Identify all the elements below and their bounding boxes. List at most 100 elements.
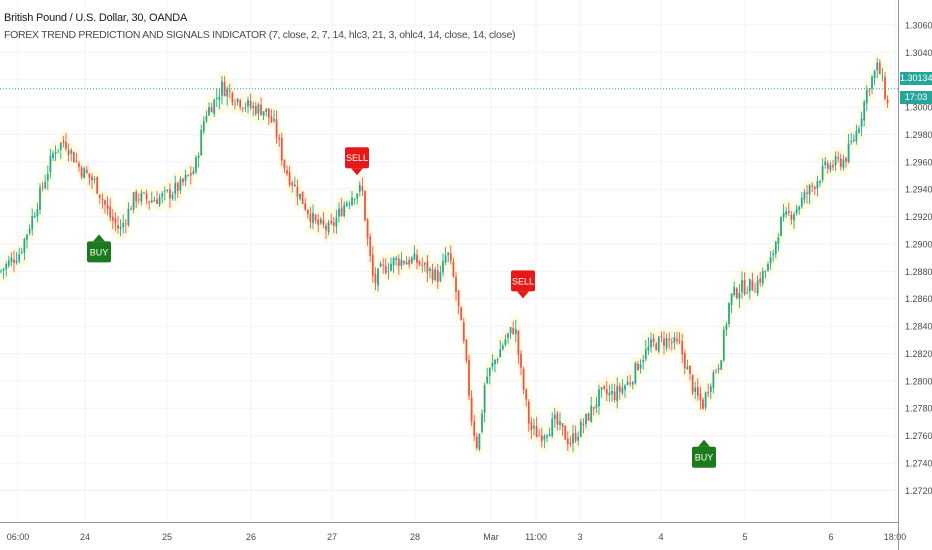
candle (447, 251, 450, 263)
candle-body (369, 236, 372, 256)
candle-body (707, 392, 710, 394)
candle (644, 339, 647, 362)
candle (566, 431, 569, 452)
candle-body (858, 128, 860, 133)
candle-body (522, 368, 525, 390)
candle-body (0, 270, 2, 272)
candle (806, 184, 808, 204)
candle (774, 240, 777, 259)
candle (767, 261, 769, 272)
candle (811, 182, 814, 193)
candle-body (457, 290, 460, 307)
candle-body (876, 62, 879, 71)
candle (868, 88, 871, 97)
candle (821, 158, 824, 183)
candle (704, 391, 707, 411)
candle (5, 261, 8, 277)
candle-body (743, 280, 746, 295)
candle-body (371, 254, 374, 276)
candle-body (442, 261, 444, 273)
candle (10, 252, 13, 267)
candle-body (426, 261, 429, 273)
candle-body (574, 432, 577, 441)
candle-body (161, 193, 164, 197)
candle-body (686, 366, 689, 370)
candle (397, 254, 400, 275)
candle-body (153, 200, 156, 202)
candle (647, 337, 650, 355)
candle-body (730, 293, 733, 305)
candle-body (75, 160, 78, 162)
candle-body (787, 211, 790, 214)
candle-body (473, 421, 476, 436)
candle-body (499, 349, 502, 358)
candle (91, 173, 93, 190)
candle (709, 383, 712, 400)
candle (278, 133, 281, 147)
candle (148, 200, 151, 210)
candle (813, 185, 816, 196)
candle-body (192, 171, 195, 174)
candle-body (629, 382, 632, 384)
candle (538, 429, 541, 437)
candle-body (184, 174, 187, 182)
candle (249, 93, 252, 111)
candle (247, 96, 249, 114)
candle (769, 250, 772, 270)
candle-body (218, 96, 221, 100)
candle (78, 160, 80, 172)
candle (176, 181, 179, 199)
candle (686, 359, 689, 370)
candle (790, 211, 793, 225)
candle-body (236, 98, 239, 103)
candle-body (5, 264, 8, 270)
candle (163, 186, 166, 201)
candle (660, 331, 663, 343)
candle (72, 151, 75, 163)
price-tick-label: 1.30000 (905, 103, 932, 113)
candle (202, 116, 205, 135)
candle (629, 374, 632, 387)
candle-body (361, 186, 364, 191)
candle (150, 191, 153, 204)
candle (270, 109, 273, 124)
candle-body (439, 272, 442, 282)
candle-body (7, 260, 10, 266)
candle-body (114, 218, 117, 224)
candle (356, 192, 359, 205)
candle (65, 133, 67, 152)
candle-body (530, 422, 533, 431)
candle-body (733, 287, 736, 296)
signal-box (511, 270, 535, 292)
candle (499, 340, 502, 358)
candle-body (179, 179, 182, 191)
price-tick-label: 1.29600 (905, 157, 932, 167)
candle-body (683, 353, 686, 369)
candle-body (600, 387, 603, 390)
candle-body (135, 191, 138, 202)
candle-body (304, 203, 307, 210)
candle (111, 209, 114, 230)
candle (761, 267, 764, 287)
candle (312, 204, 314, 230)
candle-body (538, 435, 541, 437)
candle-body (405, 261, 408, 265)
candle (621, 379, 624, 396)
candle-body (202, 121, 205, 132)
candle (741, 271, 743, 299)
candle (730, 293, 733, 314)
candle-body (260, 104, 262, 116)
candle-body (36, 209, 39, 217)
candle-body (340, 207, 343, 216)
candle (231, 91, 234, 106)
candle (15, 251, 18, 265)
candle (405, 256, 408, 265)
candle-body (223, 82, 226, 96)
candle-body (85, 169, 88, 174)
candle (351, 191, 353, 207)
candle (449, 245, 452, 265)
candle-body (886, 99, 889, 104)
candle-body (553, 414, 556, 420)
